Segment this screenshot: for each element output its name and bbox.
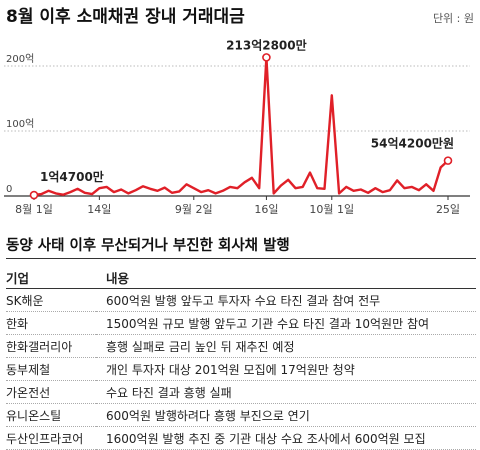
table-row: 동부제철 개인 투자자 대상 201억원 모집에 17억원만 청약: [6, 357, 476, 381]
x-tick-label: 8월 1일: [15, 202, 53, 216]
cell-content: 600억원 발행하려다 흥행 부진으로 연기: [96, 403, 476, 427]
cell-content: 600억원 발행 앞두고 투자자 수요 타진 결과 참여 전무: [96, 288, 476, 312]
annotation-label: 213억2800만: [226, 37, 307, 52]
y-tick-label: 100억: [6, 118, 34, 130]
x-tick-label: 25일: [436, 202, 460, 216]
cell-content: 흥행 실패로 금리 높인 뒤 재추진 예정: [96, 334, 476, 358]
x-tick-label: 9월 2일: [175, 202, 213, 216]
annotation-label: 1억4700만: [40, 169, 104, 184]
y-tick-label: 0: [6, 184, 12, 195]
cell-content: 개인 투자자 대상 201억원 모집에 17억원만 청약: [96, 357, 476, 381]
bond-table: 기업 내용 SK해운 600억원 발행 앞두고 투자자 수요 타진 결과 참여 …: [6, 266, 476, 450]
x-axis-ticks: 8월 1일 14일 9월 2일 16일 10월 1일 25일: [15, 196, 460, 216]
table-title: 동양 사태 이후 무산되거나 부진한 회사채 발행: [6, 238, 290, 254]
cell-company: 두산인프라코어: [6, 426, 96, 450]
header-company: 기업: [6, 266, 96, 289]
annotation-point: [29, 190, 39, 200]
cell-content: 수요 타진 결과 흥행 실패: [96, 380, 476, 404]
x-tick-label: 10월 1일: [309, 202, 354, 216]
table-row: 한화 1500억원 규모 발행 앞두고 기관 수요 타진 결과 10억원만 참여: [6, 311, 476, 335]
cell-company: 한화갤러리아: [6, 334, 96, 358]
x-tick-label: 14일: [87, 202, 111, 216]
table-row: SK해운 600억원 발행 앞두고 투자자 수요 타진 결과 참여 전무: [6, 288, 476, 312]
grid-layer: [4, 65, 470, 197]
table-row: 유니온스틸 600억원 발행하려다 흥행 부진으로 연기: [6, 403, 476, 427]
table-header-row: 기업 내용: [6, 266, 476, 289]
cell-content: 1600억원 발행 추진 중 기관 대상 수요 조사에서 600억원 모집: [96, 426, 476, 450]
annotation-label: 54억4200만원: [371, 136, 454, 151]
cell-content: 1500억원 규모 발행 앞두고 기관 수요 타진 결과 10억원만 참여: [96, 311, 476, 335]
cell-company: 유니온스틸: [6, 403, 96, 427]
table-row: 가온전선 수요 타진 결과 흥행 실패: [6, 380, 476, 404]
cell-company: 가온전선: [6, 380, 96, 404]
cell-company: 한화: [6, 311, 96, 335]
cell-company: 동부제철: [6, 357, 96, 381]
header-content: 내용: [96, 266, 476, 289]
table-row: 두산인프라코어 1600억원 발행 추진 중 기관 대상 수요 조사에서 600…: [6, 426, 476, 450]
chart: 8월 이후 소매채권 장내 거래대금 단위 : 원 200억 100억 0 8월 1…: [4, 6, 474, 216]
annotation-point: [443, 156, 453, 165]
annotations-layer: 1억4700만 213억2800만 54억4200만원: [29, 37, 454, 200]
y-tick-label: 200억: [6, 53, 34, 65]
chart-unit: 단위 : 원: [433, 12, 474, 25]
series-line: [33, 56, 449, 197]
table-row: 한화갤러리아 흥행 실패로 금리 높인 뒤 재추진 예정: [6, 334, 476, 358]
chart-title: 8월 이후 소매채권 장내 거래대금: [6, 6, 245, 27]
series-layer: [33, 56, 449, 197]
cell-company: SK해운: [6, 288, 96, 312]
annotation-point: [262, 53, 271, 62]
y-axis-ticks: 200억 100억 0: [6, 53, 34, 195]
table-top-rule: [6, 258, 476, 259]
x-tick-label: 16일: [254, 202, 278, 216]
